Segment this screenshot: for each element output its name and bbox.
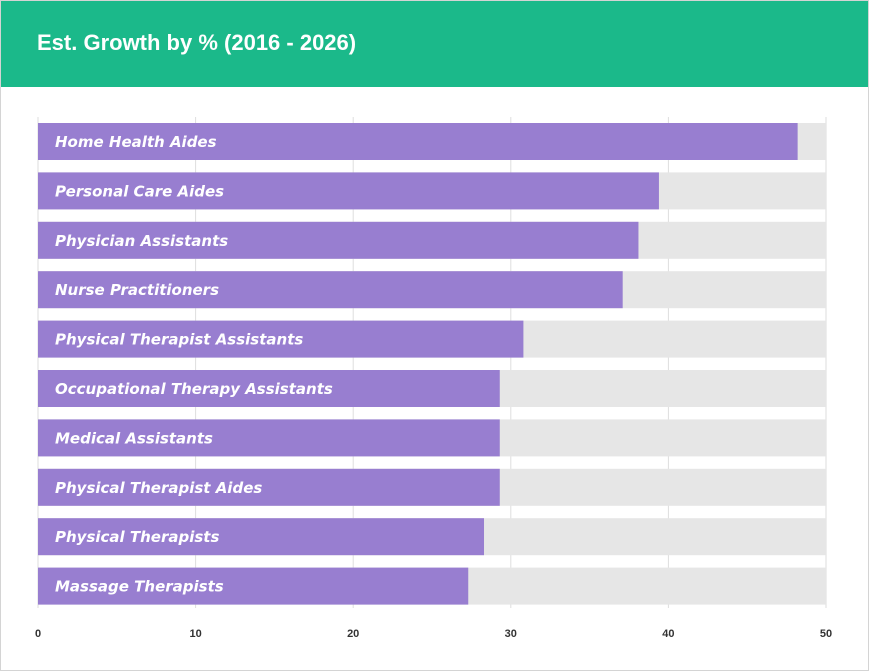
- bar-label: Home Health Aides: [55, 133, 217, 151]
- bar-label: Physical Therapist Assistants: [55, 331, 303, 349]
- bar-label: Massage Therapists: [55, 578, 224, 596]
- bar-label: Physical Therapist Aides: [55, 479, 262, 497]
- bar-label: Medical Assistants: [55, 429, 213, 447]
- x-tick-label: 20: [347, 628, 359, 640]
- bar-label: Physician Assistants: [55, 232, 228, 250]
- x-tick-label: 50: [820, 628, 832, 640]
- bar-label: Physical Therapists: [55, 528, 219, 546]
- x-tick-label: 10: [189, 628, 201, 640]
- bar-label: Personal Care Aides: [55, 182, 224, 200]
- x-tick-label: 40: [662, 628, 674, 640]
- x-tick-label: 30: [505, 628, 517, 640]
- bar-label: Nurse Practitioners: [55, 281, 219, 299]
- x-tick-label: 0: [35, 628, 41, 640]
- bar-label: Occupational Therapy Assistants: [55, 380, 333, 398]
- bar-chart: 0 10 20 30 40 50 Home Health Aides Personal Car…: [0, 0, 869, 671]
